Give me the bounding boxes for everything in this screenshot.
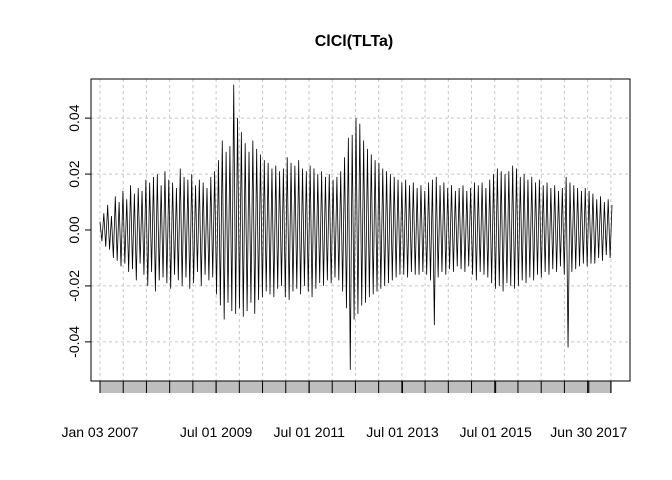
x-tick-label: Jul 01 2013 xyxy=(366,424,439,440)
x-tick-label: Jul 01 2009 xyxy=(180,424,253,440)
x-axis-band-fill xyxy=(100,381,612,393)
series-line xyxy=(99,84,613,370)
y-tick-label: 0.00 xyxy=(66,216,82,243)
x-tick-label: Jun 30 2017 xyxy=(550,424,627,440)
y-tick-label: 0.02 xyxy=(66,160,82,187)
y-axis: -0.04 -0.02 0.00 0.02 0.04 xyxy=(66,104,91,358)
x-axis: Jan 03 2007 Jul 01 2009 Jul 01 2011 Jul 01 … xyxy=(61,381,628,440)
y-tick-label: 0.04 xyxy=(66,104,82,131)
x-axis-band xyxy=(99,381,612,393)
y-tick-label: -0.04 xyxy=(66,326,82,358)
chart-title: ClCl(TLTa) xyxy=(315,33,394,50)
y-tick-label: -0.02 xyxy=(66,270,82,302)
x-tick-label: Jul 01 2011 xyxy=(274,424,346,440)
series-path xyxy=(99,84,613,370)
x-tick-label: Jul 01 2015 xyxy=(459,424,532,440)
x-tick-label: Jan 03 2007 xyxy=(61,424,138,440)
